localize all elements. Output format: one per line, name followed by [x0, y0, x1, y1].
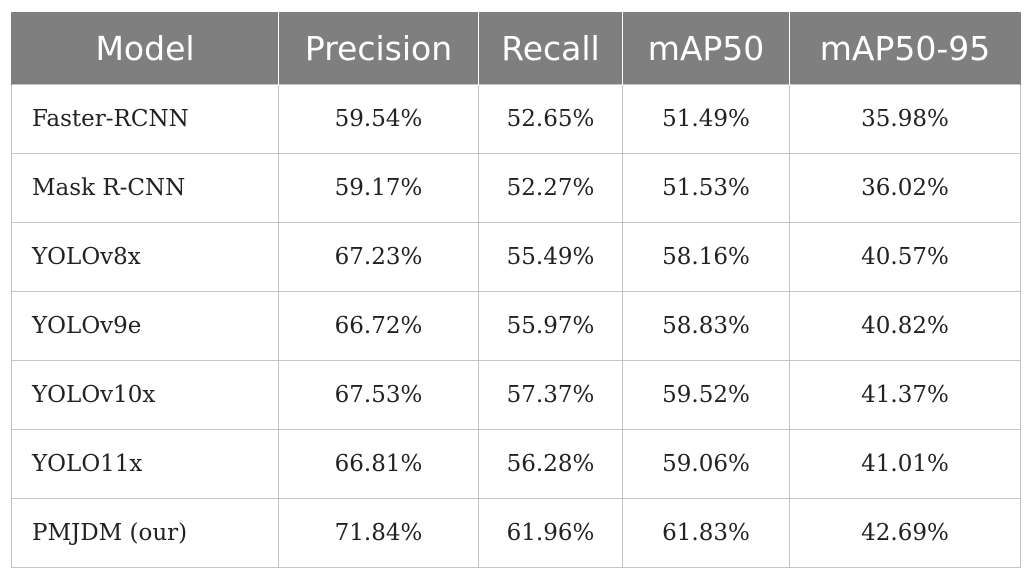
header-map50: mAP50	[622, 12, 790, 85]
table-row: YOLOv10x 67.53% 57.37% 59.52% 41.37%	[11, 360, 1021, 430]
map50-95-cell: 40.57%	[789, 222, 1021, 292]
map50-95-cell: 41.01%	[789, 429, 1021, 499]
precision-cell: 67.53%	[278, 360, 479, 430]
table-row: YOLOv8x 67.23% 55.49% 58.16% 40.57%	[11, 222, 1021, 292]
results-table: Model Precision Recall mAP50 mAP50-95 Fa…	[11, 12, 1021, 568]
table-row: YOLOv9e 66.72% 55.97% 58.83% 40.82%	[11, 291, 1021, 361]
recall-cell: 61.96%	[478, 498, 623, 568]
precision-cell: 66.81%	[278, 429, 479, 499]
header-row: Model Precision Recall mAP50 mAP50-95	[11, 12, 1021, 85]
model-name-cell: YOLOv9e	[11, 291, 279, 361]
header-precision: Precision	[278, 12, 479, 85]
model-name-cell: YOLOv8x	[11, 222, 279, 292]
precision-cell: 59.17%	[278, 153, 479, 223]
map50-95-cell: 35.98%	[789, 84, 1021, 154]
map50-cell: 59.52%	[622, 360, 790, 430]
model-name-cell: PMJDM (our)	[11, 498, 279, 568]
model-name-cell: Faster-RCNN	[11, 84, 279, 154]
map50-cell: 58.16%	[622, 222, 790, 292]
map50-95-cell: 36.02%	[789, 153, 1021, 223]
table-row: YOLO11x 66.81% 56.28% 59.06% 41.01%	[11, 429, 1021, 499]
table-row: PMJDM (our) 71.84% 61.96% 61.83% 42.69%	[11, 498, 1021, 568]
recall-cell: 52.65%	[478, 84, 623, 154]
precision-cell: 67.23%	[278, 222, 479, 292]
map50-95-cell: 41.37%	[789, 360, 1021, 430]
recall-cell: 52.27%	[478, 153, 623, 223]
recall-cell: 57.37%	[478, 360, 623, 430]
map50-cell: 59.06%	[622, 429, 790, 499]
recall-cell: 55.49%	[478, 222, 623, 292]
header-model: Model	[11, 12, 279, 85]
map50-95-cell: 42.69%	[789, 498, 1021, 568]
precision-cell: 71.84%	[278, 498, 479, 568]
model-name-cell: YOLO11x	[11, 429, 279, 499]
header-map50-95: mAP50-95	[789, 12, 1021, 85]
map50-cell: 58.83%	[622, 291, 790, 361]
map50-cell: 61.83%	[622, 498, 790, 568]
map50-cell: 51.49%	[622, 84, 790, 154]
recall-cell: 56.28%	[478, 429, 623, 499]
table-row: Mask R-CNN 59.17% 52.27% 51.53% 36.02%	[11, 153, 1021, 223]
model-name-cell: Mask R-CNN	[11, 153, 279, 223]
map50-95-cell: 40.82%	[789, 291, 1021, 361]
precision-cell: 66.72%	[278, 291, 479, 361]
table-row: Faster-RCNN 59.54% 52.65% 51.49% 35.98%	[11, 84, 1021, 154]
model-name-cell: YOLOv10x	[11, 360, 279, 430]
map50-cell: 51.53%	[622, 153, 790, 223]
header-recall: Recall	[478, 12, 623, 85]
recall-cell: 55.97%	[478, 291, 623, 361]
precision-cell: 59.54%	[278, 84, 479, 154]
